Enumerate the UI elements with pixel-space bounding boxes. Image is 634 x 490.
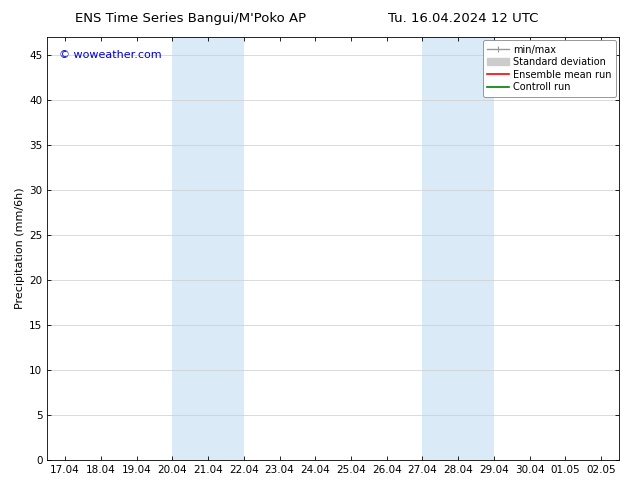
- Text: Tu. 16.04.2024 12 UTC: Tu. 16.04.2024 12 UTC: [387, 12, 538, 25]
- Y-axis label: Precipitation (mm/6h): Precipitation (mm/6h): [15, 188, 25, 309]
- Bar: [172, 37, 244, 460]
- Bar: [422, 37, 494, 460]
- Text: © woweather.com: © woweather.com: [59, 50, 161, 60]
- Legend: min/max, Standard deviation, Ensemble mean run, Controll run: min/max, Standard deviation, Ensemble me…: [482, 40, 616, 97]
- Text: ENS Time Series Bangui/M'Poko AP: ENS Time Series Bangui/M'Poko AP: [75, 12, 306, 25]
